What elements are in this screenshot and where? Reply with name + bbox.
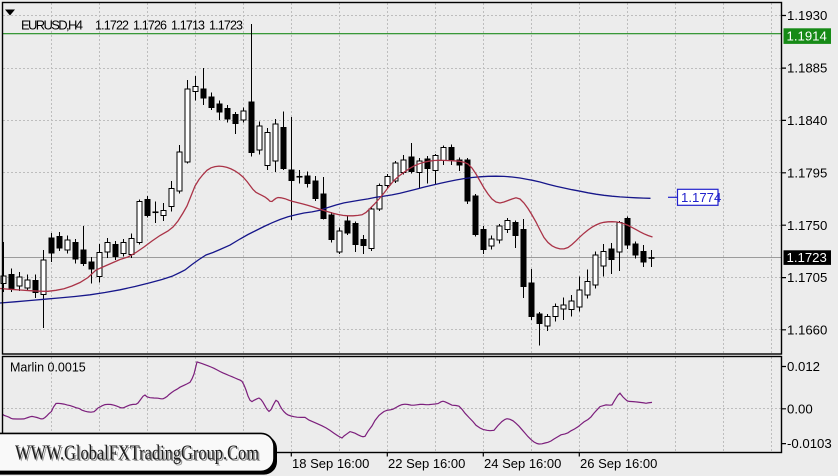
- svg-text:WWW.GlobalFXTradingGroup.Com: WWW.GlobalFXTradingGroup.Com: [17, 442, 261, 466]
- svg-text:1.1723: 1.1723: [787, 250, 827, 265]
- svg-text:1.1726: 1.1726: [133, 19, 167, 33]
- svg-text:WWW.GlobalFXTradingGroup.Com: WWW.GlobalFXTradingGroup.Com: [15, 441, 259, 465]
- svg-text:1.1840: 1.1840: [787, 113, 827, 128]
- svg-text:Marlin 0.0015: Marlin 0.0015: [10, 361, 86, 375]
- svg-text:1.1914: 1.1914: [787, 29, 827, 44]
- svg-text:-0.0103: -0.0103: [787, 436, 832, 451]
- svg-text:1.1723: 1.1723: [209, 19, 243, 33]
- svg-text:0.012: 0.012: [787, 359, 820, 374]
- svg-text:1.1722: 1.1722: [95, 19, 129, 33]
- svg-text:1.1660: 1.1660: [787, 322, 827, 337]
- svg-text:0.00: 0.00: [787, 401, 813, 416]
- svg-text:1.1885: 1.1885: [787, 61, 827, 76]
- svg-text:22 Sep 16:00: 22 Sep 16:00: [388, 456, 465, 471]
- svg-text:EURUSD,H4: EURUSD,H4: [21, 18, 83, 33]
- svg-text:1.1750: 1.1750: [787, 218, 827, 233]
- svg-text:1.1713: 1.1713: [171, 19, 205, 33]
- svg-text:1.1795: 1.1795: [787, 165, 827, 180]
- svg-text:18 Sep 16:00: 18 Sep 16:00: [292, 456, 369, 471]
- svg-text:1.1705: 1.1705: [787, 270, 827, 285]
- svg-text:24 Sep 16:00: 24 Sep 16:00: [484, 456, 561, 471]
- svg-text:1.1774: 1.1774: [681, 190, 721, 205]
- svg-text:26 Sep 16:00: 26 Sep 16:00: [580, 456, 657, 471]
- svg-text:1.1930: 1.1930: [787, 8, 827, 23]
